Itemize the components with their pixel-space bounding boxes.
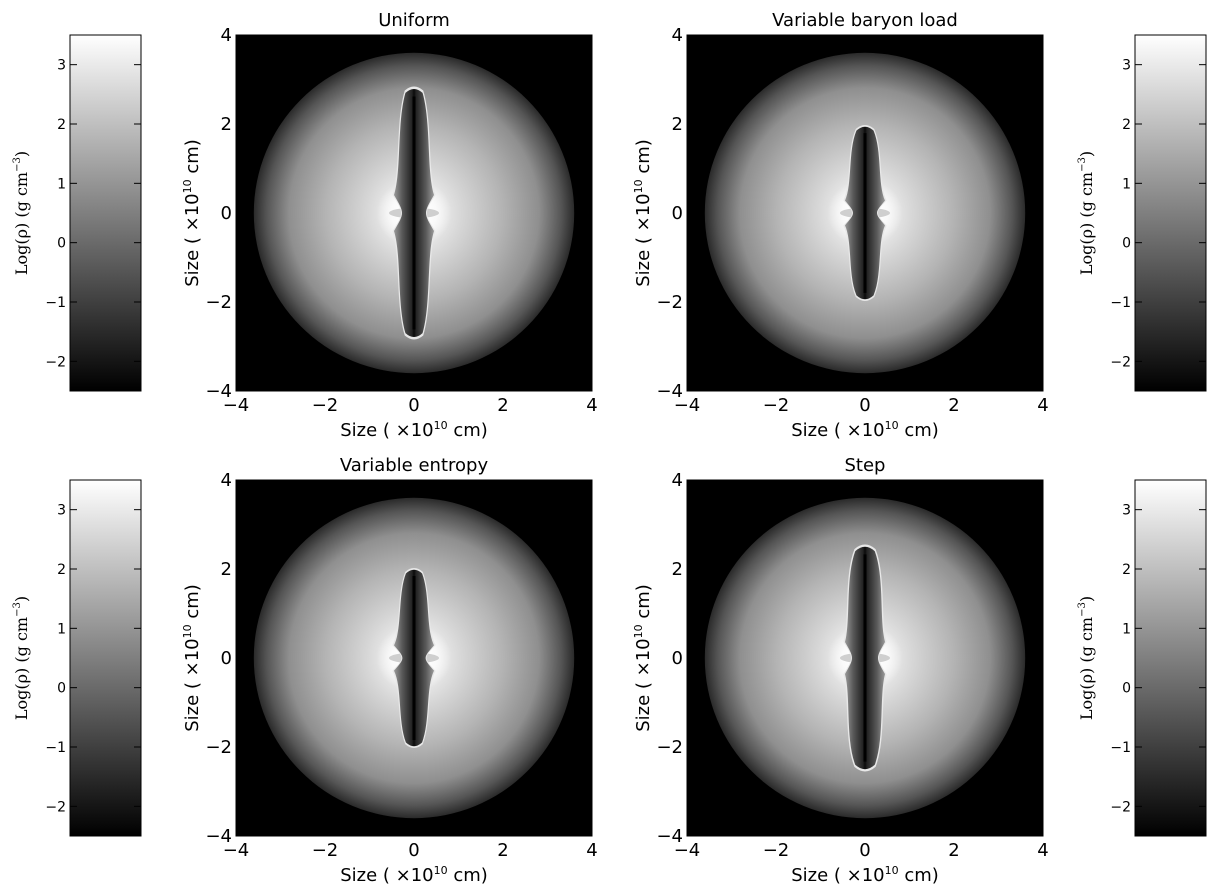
colorbars: 3 2 1 0 −1 −2 Log(ρ) (g cm−3) 3 2 1 0 −1 −2 Log(ρ) (g… [12, 34, 1207, 837]
colorbar-scale [1134, 479, 1207, 837]
colorbar-tick-label: −1 [45, 295, 66, 311]
x-tick-label: 4 [1037, 395, 1048, 416]
y-tick-label: −2 [205, 737, 232, 758]
y-axis-label: Size ( ×1010 cm) [181, 584, 203, 732]
x-tick-label: −2 [763, 395, 790, 416]
x-tick-label: 2 [497, 395, 508, 416]
x-tick-label: −4 [674, 840, 701, 861]
y-tick-label: −4 [205, 826, 232, 847]
colorbar-label: Log(ρ) (g cm−3) [1077, 596, 1096, 720]
y-tick-label: 2 [221, 114, 232, 135]
colorbar-tick-label: 0 [57, 236, 66, 252]
colorbar-tick-label: 2 [1122, 562, 1131, 578]
colorbar-scale [69, 34, 142, 392]
colorbar-tick-label: −1 [1110, 740, 1131, 756]
x-tick-label: 2 [948, 840, 959, 861]
density-map [687, 35, 1043, 391]
panels: Uniform −4 −2 0 2 4 4 2 0 −2 −4 Size ( ×1010 cm) Siz… [181, 10, 1049, 886]
colorbar-scale [69, 479, 142, 837]
x-tick-label: 0 [408, 840, 419, 861]
x-tick-label: −4 [674, 395, 701, 416]
colorbar-tick-label: 3 [57, 503, 66, 519]
colorbar-tick-label: 2 [1122, 117, 1131, 133]
colorbar-tick-label: 1 [57, 621, 66, 637]
colorbar-label: Log(ρ) (g cm−3) [12, 596, 31, 720]
y-tick-label: −4 [656, 381, 683, 402]
y-tick-label: 4 [221, 25, 232, 46]
density-map [687, 480, 1043, 836]
y-tick-label: 0 [672, 203, 683, 224]
panel-3: Variable entropy −4 −2 0 2 4 4 2 0 −2 −4 Size ( ×10… [181, 455, 598, 886]
colorbar-2: 3 2 1 0 −1 −2 Log(ρ) (g cm−3) [1077, 34, 1207, 392]
colorbar-tick-label: 3 [57, 58, 66, 74]
y-axis-label: Size ( ×1010 cm) [632, 584, 654, 732]
density-map [236, 480, 592, 836]
x-tick-label: 4 [1037, 840, 1048, 861]
x-tick-label: −4 [223, 395, 250, 416]
x-axis-label: Size ( ×1010 cm) [340, 419, 488, 441]
colorbar-tick-label: 0 [1122, 236, 1131, 252]
x-axis-label: Size ( ×1010 cm) [791, 419, 939, 441]
colorbar-label: Log(ρ) (g cm−3) [12, 151, 31, 275]
y-tick-label: −4 [656, 826, 683, 847]
y-tick-label: 4 [672, 25, 683, 46]
y-tick-label: 0 [221, 648, 232, 669]
y-tick-label: 2 [672, 114, 683, 135]
y-tick-label: −2 [205, 292, 232, 313]
colorbar-tick-label: 0 [57, 681, 66, 697]
colorbar-tick-label: 0 [1122, 681, 1131, 697]
colorbar-4: 3 2 1 0 −1 −2 Log(ρ) (g cm−3) [1077, 479, 1207, 837]
colorbar-1: 3 2 1 0 −1 −2 Log(ρ) (g cm−3) [12, 34, 142, 392]
colorbar-scale [1134, 34, 1207, 392]
colorbar-tick-label: −1 [1110, 295, 1131, 311]
x-tick-label: −4 [223, 840, 250, 861]
colorbar-tick-label: 3 [1122, 58, 1131, 74]
x-tick-label: 4 [586, 840, 597, 861]
colorbar-label: Log(ρ) (g cm−3) [1077, 151, 1096, 275]
colorbar-tick-label: −2 [1110, 799, 1131, 815]
y-tick-label: 2 [221, 559, 232, 580]
y-tick-label: −2 [656, 737, 683, 758]
x-tick-label: 2 [497, 840, 508, 861]
x-axis-label: Size ( ×1010 cm) [340, 864, 488, 886]
y-tick-label: −2 [656, 292, 683, 313]
x-tick-label: −2 [312, 840, 339, 861]
y-axis-label: Size ( ×1010 cm) [181, 139, 203, 287]
y-tick-label: 2 [672, 559, 683, 580]
colorbar-tick-label: 1 [1122, 621, 1131, 637]
panel-2: Variable baryon load −4 −2 0 2 4 4 2 0 −2 −4 Size (… [632, 10, 1049, 441]
y-tick-label: 4 [672, 470, 683, 491]
panel-title: Variable baryon load [772, 10, 958, 31]
panel-1: Uniform −4 −2 0 2 4 4 2 0 −2 −4 Size ( ×1010 cm) Siz… [181, 10, 598, 441]
panel-4: Step −4 −2 0 2 4 4 2 0 −2 −4 Size ( ×1010 cm) Size (… [632, 455, 1049, 886]
panel-title: Variable entropy [340, 455, 489, 476]
colorbar-tick-label: −2 [1110, 354, 1131, 370]
colorbar-tick-label: 2 [57, 562, 66, 578]
y-tick-label: −4 [205, 381, 232, 402]
colorbar-tick-label: −1 [45, 740, 66, 756]
colorbar-3: 3 2 1 0 −1 −2 Log(ρ) (g cm−3) [12, 479, 142, 837]
colorbar-tick-label: −2 [45, 799, 66, 815]
x-tick-label: 0 [408, 395, 419, 416]
x-tick-label: −2 [763, 840, 790, 861]
y-axis-label: Size ( ×1010 cm) [632, 139, 654, 287]
y-tick-label: 0 [221, 203, 232, 224]
y-tick-label: 0 [672, 648, 683, 669]
y-tick-label: 4 [221, 470, 232, 491]
colorbar-tick-label: 3 [1122, 503, 1131, 519]
panel-title: Uniform [378, 10, 450, 31]
x-tick-label: 4 [586, 395, 597, 416]
x-tick-label: 0 [859, 840, 870, 861]
colorbar-tick-label: 1 [57, 176, 66, 192]
colorbar-tick-label: 1 [1122, 176, 1131, 192]
x-tick-label: 2 [948, 395, 959, 416]
panel-title: Step [845, 455, 886, 476]
x-axis-label: Size ( ×1010 cm) [791, 864, 939, 886]
colorbar-tick-label: 2 [57, 117, 66, 133]
density-map [236, 35, 592, 391]
x-tick-label: −2 [312, 395, 339, 416]
colorbar-tick-label: −2 [45, 354, 66, 370]
x-tick-label: 0 [859, 395, 870, 416]
